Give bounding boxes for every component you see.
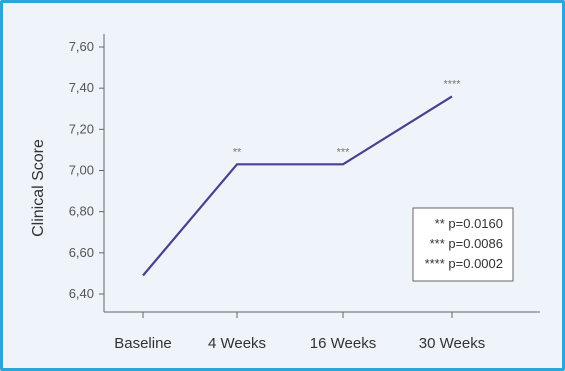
y-tick-label: 6,80: [69, 204, 94, 219]
y-tick-label: 7,40: [69, 80, 94, 95]
significance-label: **: [233, 146, 242, 158]
legend-entry: *** p=0.0086: [430, 236, 503, 251]
x-tick-label: 16 Weeks: [310, 335, 376, 352]
y-tick-label: 7,00: [69, 163, 94, 178]
series: ** *******: [142, 78, 461, 277]
significance-label: ****: [443, 78, 461, 90]
x-tick-label: 4 Weeks: [208, 335, 266, 352]
y-tick-label: 6,40: [69, 286, 94, 301]
x-tick-label: Baseline: [114, 335, 172, 352]
y-tick-label: 6,60: [69, 245, 94, 260]
axes: 6,40 6,60 6,80 7,00 7,20 7,40 7,60 Baseline 4 We…: [69, 34, 540, 352]
y-axis-label: Clinical Score: [30, 139, 47, 237]
legend-entry: ** p=0.0160: [435, 216, 503, 231]
x-tick-label: 30 Weeks: [419, 335, 485, 352]
significance-label: ***: [337, 146, 351, 158]
y-tick-label: 7,20: [69, 121, 94, 136]
y-tick-label: 7,60: [69, 39, 94, 54]
series-line: [142, 95, 453, 277]
legend-entry: **** p=0.0002: [425, 256, 503, 271]
legend: ** p=0.0160 *** p=0.0086 **** p=0.0002: [412, 207, 514, 282]
legend-box: [412, 207, 514, 282]
